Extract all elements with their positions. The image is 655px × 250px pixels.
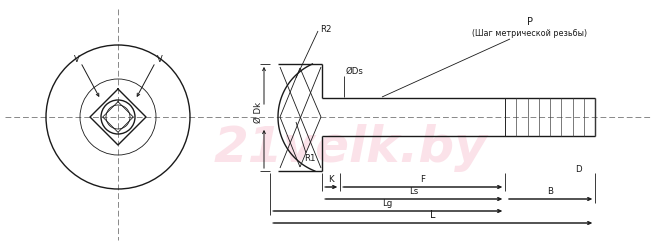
Text: R2: R2 [320,26,331,34]
Text: P: P [527,17,533,27]
Text: D: D [575,165,582,174]
Text: ØDs: ØDs [346,66,364,75]
Text: K: K [328,174,334,183]
Text: V: V [73,54,79,64]
Text: L: L [430,209,436,219]
Text: Ø Dk: Ø Dk [253,102,263,123]
Text: V: V [157,54,162,64]
Text: (Шаг метрической резьбы): (Шаг метрической резьбы) [472,30,588,38]
Text: Lg: Lg [383,198,392,207]
Text: 21velk.by: 21velk.by [213,124,487,171]
Text: R1: R1 [304,154,316,162]
Text: F: F [420,174,425,183]
Text: Ls: Ls [409,186,418,195]
Text: B: B [547,186,553,195]
